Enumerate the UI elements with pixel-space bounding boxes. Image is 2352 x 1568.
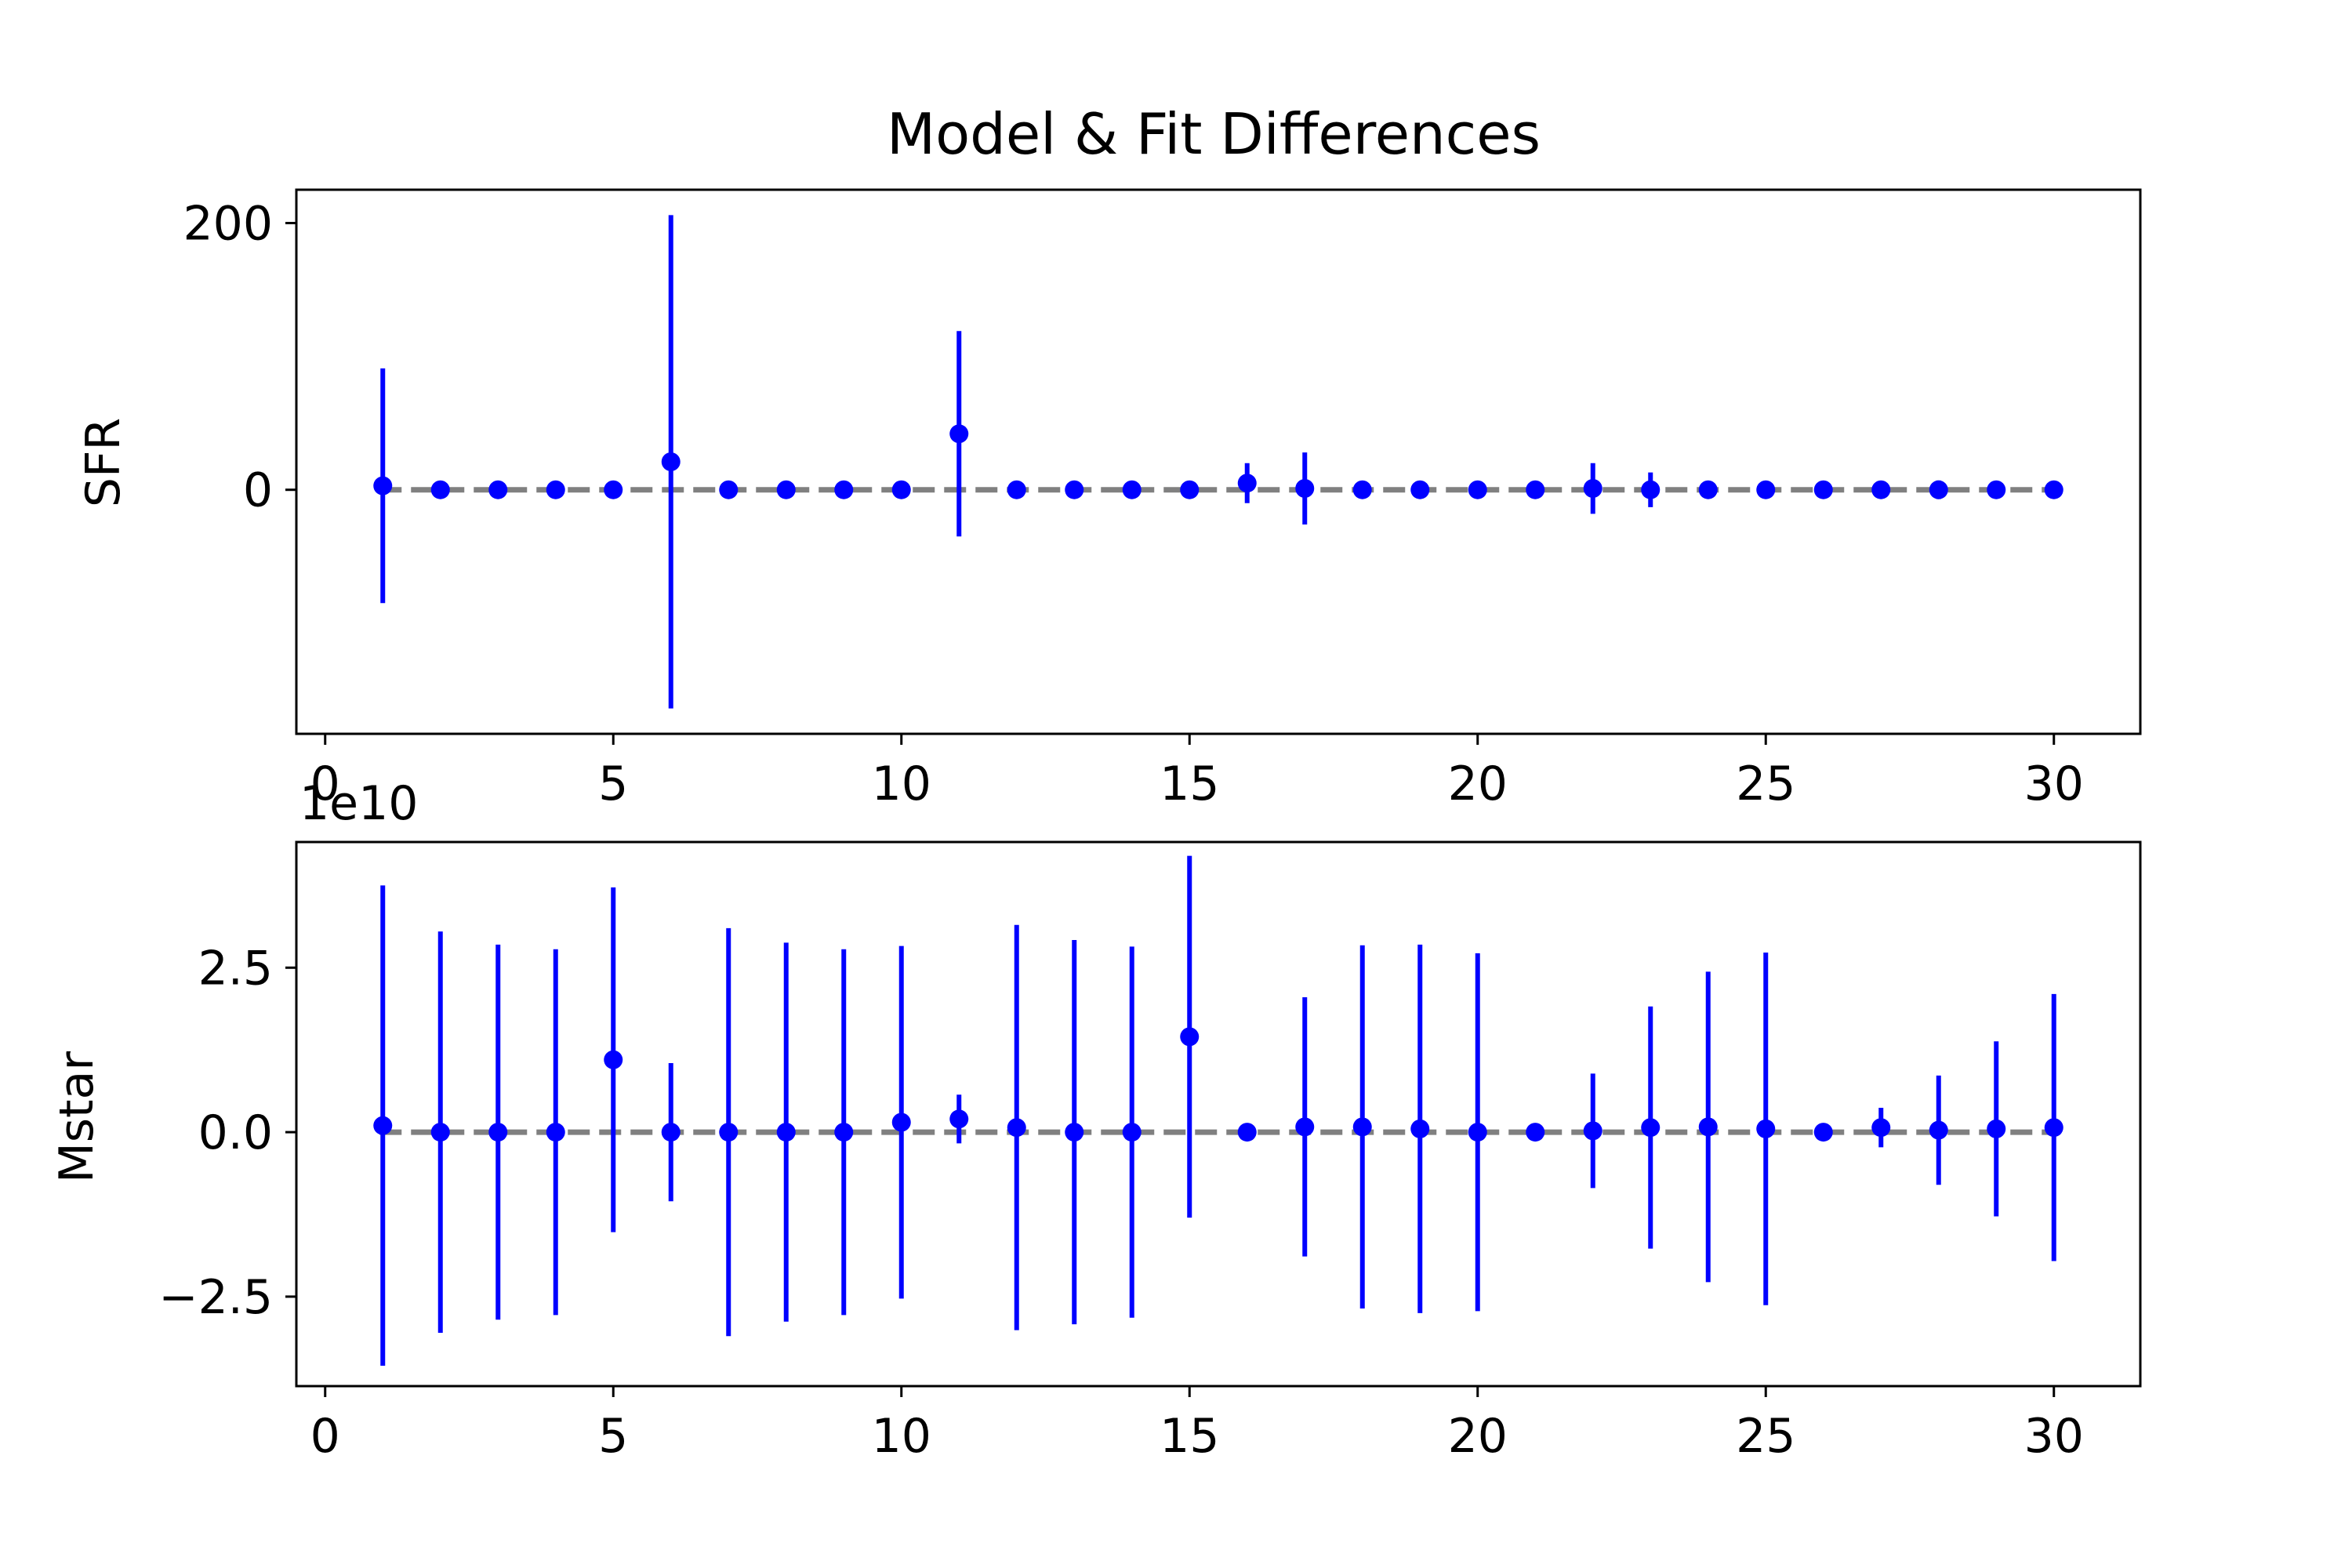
- mstar-subplot: Mstar 0 5 10 15 20 25 30 −2.5 0.0 2.5 1e10: [49, 776, 2142, 1464]
- sfr-x-tick-label: 0: [310, 757, 340, 811]
- mstar-data-point: [1987, 1119, 2006, 1138]
- mstar-data-point: [1237, 1123, 1257, 1142]
- sfr-y-tick-label: 0: [243, 463, 273, 518]
- mstar-data-point: [1007, 1118, 1026, 1138]
- mstar-offset-text: 1e10: [299, 776, 418, 831]
- mstar-y-tick-label: −2.5: [158, 1270, 273, 1325]
- mstar-data-point: [546, 1123, 565, 1142]
- sfr-data-point: [661, 452, 681, 471]
- sfr-data-point: [2044, 480, 2063, 499]
- mstar-data-point: [1756, 1119, 1776, 1138]
- mstar-data-point: [1122, 1123, 1142, 1142]
- mstar-y-tick-label: 0.0: [198, 1105, 273, 1160]
- sfr-data-point: [1295, 479, 1315, 499]
- mstar-y-axis-label: Mstar: [49, 1051, 104, 1183]
- sfr-data-point: [546, 480, 565, 499]
- mstar-y-tick-label: 2.5: [198, 941, 273, 996]
- mstar-data-point: [604, 1050, 623, 1069]
- chart-title: Model & Fit Differences: [887, 101, 1541, 167]
- sfr-data-point: [430, 480, 450, 499]
- sfr-data-point: [776, 480, 796, 499]
- sfr-y-axis-label: SFR: [76, 418, 131, 507]
- sfr-data-point: [604, 480, 623, 499]
- sfr-x-tick-label: 10: [872, 757, 931, 811]
- mstar-data-point: [1641, 1118, 1661, 1138]
- mstar-x-tick-label: 15: [1160, 1409, 1219, 1464]
- sfr-data-point: [1065, 480, 1084, 499]
- sfr-data-point: [1526, 480, 1545, 499]
- sfr-data-point: [1583, 479, 1602, 499]
- sfr-x-tick-label: 25: [1736, 757, 1795, 811]
- mstar-data-point: [430, 1123, 450, 1142]
- mstar-data-point: [719, 1123, 739, 1142]
- mstar-data-point: [891, 1112, 911, 1132]
- mstar-x-tick-label: 20: [1448, 1409, 1508, 1464]
- sfr-x-tick-label: 15: [1160, 757, 1219, 811]
- sfr-data-point: [834, 480, 854, 499]
- mstar-data-point: [488, 1123, 508, 1142]
- sfr-data-point: [1987, 480, 2006, 499]
- sfr-x-tick-label: 20: [1448, 757, 1508, 811]
- sfr-data-point: [1352, 480, 1372, 499]
- sfr-data-point: [373, 476, 393, 495]
- sfr-data-point: [1237, 474, 1257, 493]
- sfr-data-point: [1698, 480, 1718, 499]
- mstar-data-point: [1698, 1117, 1718, 1137]
- sfr-data-point: [1410, 480, 1430, 499]
- mstar-data-point: [1929, 1120, 1948, 1140]
- mstar-data-point: [1871, 1118, 1891, 1138]
- mstar-data-point: [949, 1109, 969, 1129]
- mstar-x-tick-label: 5: [598, 1409, 628, 1464]
- mstar-x-tick-label: 0: [310, 1409, 340, 1464]
- mstar-data-point: [1526, 1123, 1545, 1142]
- mstar-data-point: [1065, 1123, 1084, 1142]
- sfr-data-point: [1871, 480, 1891, 499]
- mstar-data-point: [661, 1123, 681, 1142]
- sfr-subplot: SFR 0 5 10 15 20 25 30 0 200: [76, 188, 2142, 811]
- mstar-data-point: [834, 1123, 854, 1142]
- sfr-y-tick-label: 200: [183, 197, 273, 252]
- sfr-data-point: [488, 480, 508, 499]
- mstar-data-point: [373, 1116, 393, 1135]
- mstar-data-point: [1180, 1027, 1200, 1047]
- sfr-data-point: [891, 480, 911, 499]
- sfr-axes-frame: [295, 188, 2142, 735]
- mstar-data-point: [1295, 1117, 1315, 1137]
- sfr-data-point: [1007, 480, 1026, 499]
- sfr-data-point: [1180, 480, 1200, 499]
- mstar-data-point: [1583, 1121, 1602, 1141]
- mstar-x-tick-label: 30: [2024, 1409, 2084, 1464]
- sfr-data-point: [1813, 480, 1833, 499]
- sfr-x-tick-label: 30: [2024, 757, 2084, 811]
- sfr-data-point: [949, 424, 969, 444]
- mstar-data-point: [1468, 1123, 1487, 1142]
- sfr-data-point: [1756, 480, 1776, 499]
- mstar-data-point: [1352, 1117, 1372, 1137]
- mstar-data-point: [1813, 1123, 1833, 1142]
- mstar-data-point: [2044, 1118, 2063, 1138]
- mstar-x-tick-label: 10: [872, 1409, 931, 1464]
- sfr-data-point: [1929, 480, 1948, 499]
- sfr-data-point: [719, 480, 739, 499]
- sfr-x-tick-label: 5: [598, 757, 628, 811]
- sfr-data-point: [1122, 480, 1142, 499]
- mstar-data-point: [1410, 1119, 1430, 1138]
- sfr-data-point: [1641, 480, 1661, 499]
- sfr-data-point: [1468, 480, 1487, 499]
- mstar-axes-frame: [295, 840, 2142, 1388]
- mstar-x-tick-label: 25: [1736, 1409, 1795, 1464]
- mstar-data-point: [776, 1123, 796, 1142]
